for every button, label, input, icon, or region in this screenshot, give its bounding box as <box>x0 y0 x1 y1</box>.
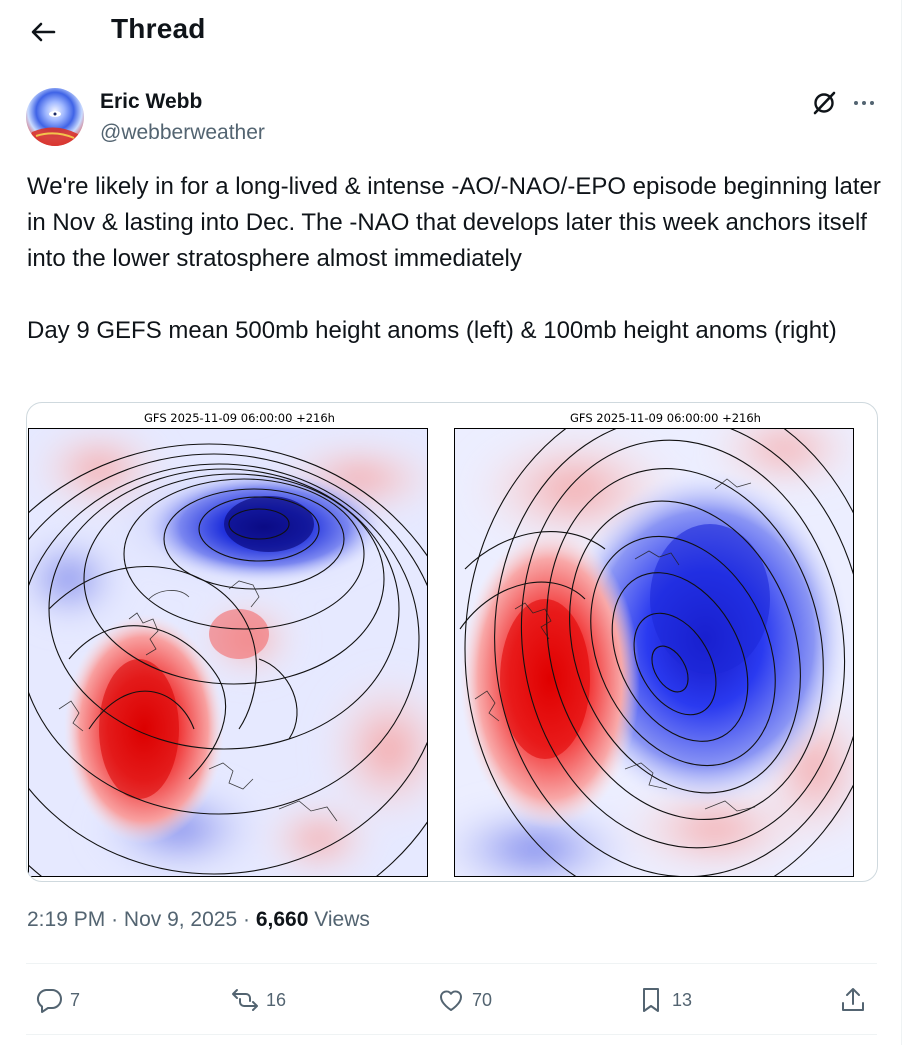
divider <box>26 1034 877 1035</box>
share-button[interactable] <box>838 980 868 1020</box>
thread-header: Thread <box>0 0 901 62</box>
repost-count: 16 <box>266 989 287 1010</box>
height-anomaly-map-500mb <box>28 428 428 877</box>
meta-separator: · <box>111 908 119 931</box>
grok-icon[interactable] <box>810 89 838 117</box>
page-title: Thread <box>111 13 206 44</box>
media-image-left[interactable]: GFS 2025-11-09 06:00:00 +216h <box>27 403 452 881</box>
avatar[interactable] <box>26 88 84 146</box>
bookmark-count: 13 <box>672 989 693 1010</box>
tweet-text: We're likely in for a long-lived & inten… <box>27 169 887 349</box>
tweet-media[interactable]: GFS 2025-11-09 06:00:00 +216h <box>26 402 878 882</box>
heart-icon <box>439 990 463 1011</box>
reply-icon <box>36 989 62 1013</box>
tweet-text-paragraph: Day 9 GEFS mean 500mb height anoms (left… <box>27 317 837 344</box>
media-image-right[interactable]: GFS 2025-11-09 06:00:00 +216h <box>453 403 877 881</box>
like-button[interactable]: 70 <box>436 980 492 1020</box>
repost-icon <box>232 989 258 1011</box>
map-title-right: GFS 2025-11-09 06:00:00 +216h <box>570 411 761 425</box>
views-label[interactable]: Views <box>314 908 370 931</box>
reply-button[interactable]: 7 <box>34 980 80 1020</box>
tweet-meta: 2:19 PM · Nov 9, 2025 · 6,660 Views <box>27 908 370 932</box>
tweet-actions: 7 16 70 13 <box>26 980 877 1020</box>
repost-button[interactable]: 16 <box>230 980 286 1020</box>
bookmark-button[interactable]: 13 <box>636 980 692 1020</box>
reply-count: 7 <box>70 989 81 1010</box>
height-anomaly-map-100mb <box>454 428 854 877</box>
tweet-time[interactable]: 2:19 PM <box>27 908 106 931</box>
divider <box>26 963 877 964</box>
like-count: 70 <box>472 989 493 1010</box>
bookmark-icon <box>643 988 659 1012</box>
views-count[interactable]: 6,660 <box>255 908 309 931</box>
map-title-left: GFS 2025-11-09 06:00:00 +216h <box>144 411 335 425</box>
tweet-date[interactable]: Nov 9, 2025 <box>123 908 238 931</box>
back-arrow-icon[interactable] <box>26 15 60 49</box>
author-handle[interactable]: @webberweather <box>100 121 265 144</box>
more-options-icon[interactable] <box>850 89 878 117</box>
meta-separator: · <box>243 908 250 931</box>
share-icon <box>842 988 864 1011</box>
author-name[interactable]: Eric Webb <box>100 90 203 113</box>
tweet-text-paragraph: We're likely in for a long-lived & inten… <box>27 173 881 272</box>
